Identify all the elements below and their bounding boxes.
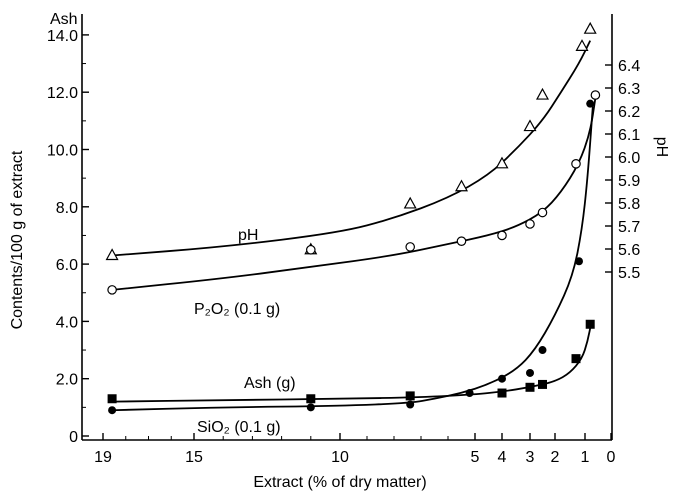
ash-marker <box>538 346 547 355</box>
ph-marker <box>495 156 509 169</box>
ash-marker <box>108 406 117 415</box>
ph-marker <box>523 119 537 132</box>
ph-marker <box>454 179 469 192</box>
ash-marker <box>465 389 474 398</box>
y-left-tick-label: 4.0 <box>56 314 78 331</box>
p2o2-marker <box>525 219 535 229</box>
p2o2-marker <box>590 90 601 100</box>
y-right-tick-label: 6.0 <box>618 150 640 167</box>
ash-marker <box>498 374 506 383</box>
sio2-marker <box>538 379 547 389</box>
ash-marker <box>575 257 583 266</box>
ph-marker <box>575 39 589 51</box>
ph-marker <box>535 87 550 100</box>
p2o2-marker <box>571 159 581 169</box>
y-left-tick-label: 10.0 <box>47 143 78 160</box>
p2o2-marker <box>456 236 467 246</box>
sio2-marker <box>497 388 507 398</box>
y-right-tick-label: 6.2 <box>618 104 640 121</box>
x-tick-label: 10 <box>331 449 349 466</box>
x-tick-label: 3 <box>526 449 535 466</box>
y-left-tick-label: 12.0 <box>47 85 78 102</box>
annotation-p2o2: P₂O₂ (0.1 g) <box>194 301 280 318</box>
y-right-tick-label: 5.9 <box>618 173 640 190</box>
x-tick-label: 19 <box>94 449 112 466</box>
series-markers <box>105 21 601 415</box>
y-right-tick-label: 5.7 <box>618 219 640 236</box>
y-right-tick-label: 6.3 <box>618 81 640 98</box>
annotation-sio2: SiO₂ (0.1 g) <box>197 419 281 436</box>
x-tick-label: 15 <box>185 449 203 466</box>
y-axis-unit-label: Ash <box>50 11 78 28</box>
series-curves <box>112 40 597 412</box>
x-tick-label: 1 <box>581 449 590 466</box>
axes: 0 2.0 4.0 6.0 8.0 10.0 12.0 14.0 5.5 5.6 5.7 5.8 5.9… <box>47 14 640 466</box>
p2o2-marker <box>305 244 316 255</box>
series-curve <box>112 97 597 291</box>
y-left-tick-label: 0 <box>69 429 78 446</box>
sio2-marker <box>525 382 535 392</box>
annotation-ash: Ash (g) <box>244 375 296 392</box>
series-curve <box>112 106 594 412</box>
y-axis-label: Contents/100 g of extract <box>9 150 26 329</box>
y-right-tick-label: 5.5 <box>618 265 640 282</box>
ph-marker <box>583 21 597 34</box>
ash-marker <box>526 368 534 377</box>
annotation-ph: pH <box>238 227 258 244</box>
ash-marker <box>586 99 595 108</box>
y-left-tick-label: 8.0 <box>56 200 78 217</box>
p2o2-marker <box>405 242 415 252</box>
p2o2-marker <box>107 285 117 295</box>
x-tick-label: 5 <box>471 449 480 466</box>
ash-marker <box>306 403 315 412</box>
sio2-marker <box>571 354 581 364</box>
p2o2-marker <box>537 207 548 218</box>
y-axis-right-label: pH <box>653 137 670 157</box>
annotations: pH P₂O₂ (0.1 g) Ash (g) SiO₂ (0.1 g) <box>194 227 296 436</box>
x-tick-label: 4 <box>498 449 507 466</box>
y-right-tick-label: 5.6 <box>618 242 640 259</box>
ash-marker <box>406 400 415 409</box>
sio2-marker <box>585 319 595 329</box>
y-left-tick-label: 6.0 <box>56 257 78 274</box>
ph-marker <box>403 196 417 209</box>
y-right-tick-label: 6.4 <box>618 58 640 75</box>
sio2-marker <box>405 391 415 401</box>
y-right-tick-label: 5.8 <box>618 196 640 213</box>
x-axis-label: Extract (% of dry matter) <box>253 474 426 491</box>
y-right-tick-label: 6.1 <box>618 127 640 144</box>
series-curve <box>112 40 592 257</box>
y-left-tick-label: 2.0 <box>56 372 78 389</box>
sio2-marker <box>306 394 316 404</box>
x-tick-label: 2 <box>551 449 560 466</box>
y-left-tick-label: 14.0 <box>47 28 78 45</box>
series-curve <box>112 321 593 403</box>
sio2-marker <box>107 394 117 404</box>
ph-marker <box>105 248 119 261</box>
p2o2-marker <box>497 230 507 241</box>
x-tick-label: 0 <box>607 449 616 466</box>
